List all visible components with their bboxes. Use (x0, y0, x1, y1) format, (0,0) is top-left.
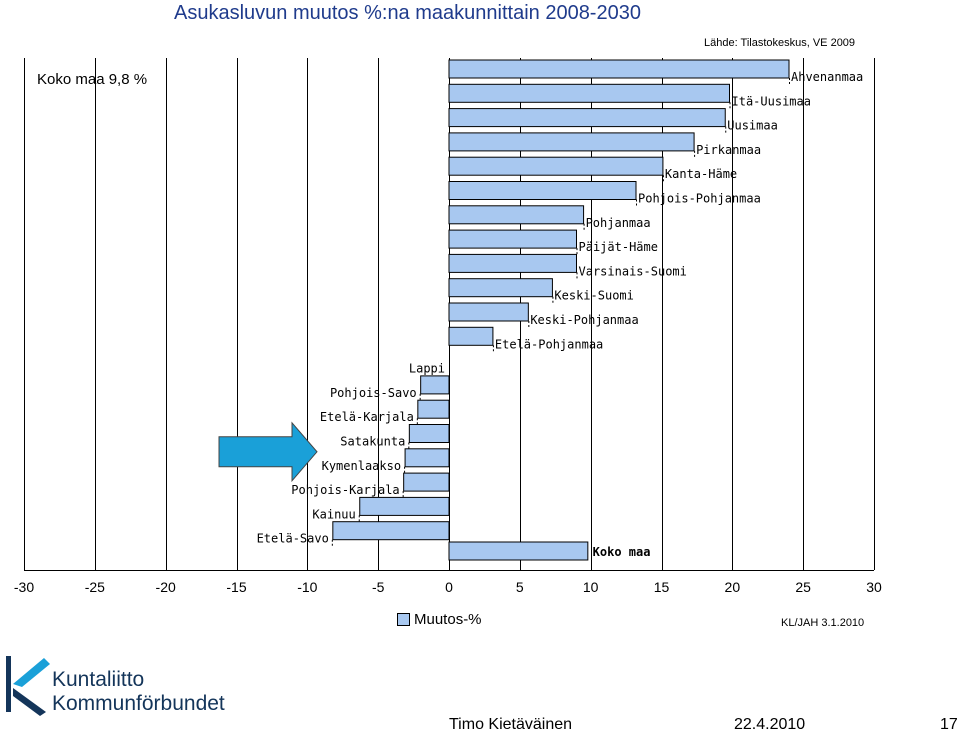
x-tick-label: 30 (866, 579, 882, 595)
bar (448, 59, 790, 79)
author-stamp: KL/JAH 3.1.2010 (781, 617, 865, 629)
bar-label: Etelä-Pohjanmaa (495, 337, 603, 351)
bar-label: Päijät-Häme (579, 240, 658, 254)
highlight-arrow (218, 421, 318, 483)
bar (448, 181, 637, 200)
total-bar-label: Koko maa (593, 545, 651, 559)
bar (448, 156, 664, 176)
legend: Muutos-% (397, 611, 482, 628)
bar (448, 83, 730, 103)
source-note: Lähde: Tilastokeskus, VE 2009 (704, 37, 856, 49)
bar-label: Kanta-Häme (665, 167, 737, 181)
x-tick-label: 10 (583, 579, 599, 595)
bar-label: Pohjois-Savo (330, 386, 417, 400)
bar (448, 278, 553, 298)
bar-label: Keski-Pohjanmaa (530, 313, 638, 327)
logo-text-sv: Kommunförbundet (52, 692, 225, 715)
x-tick-label: 15 (654, 579, 670, 595)
bar-label: Pirkanmaa (696, 143, 761, 157)
chart-title: Asukasluvun muutos %:na maakunnittain 20… (174, 2, 641, 24)
bar (332, 521, 450, 541)
bar (448, 205, 585, 225)
bar (448, 253, 577, 273)
logo-text-fi: Kuntaliitto (52, 668, 145, 691)
x-tick-label: 0 (445, 579, 453, 595)
x-tick-label: 5 (516, 579, 524, 595)
x-tick-label: -10 (297, 579, 317, 595)
kuntaliitto-logo-icon (6, 656, 50, 716)
bar (448, 326, 494, 346)
bar-label: Uusimaa (727, 119, 778, 133)
bar (404, 448, 450, 468)
bar (448, 108, 726, 128)
bar (420, 375, 450, 395)
bar-chart: -30 -25 -20 -15 -10 -5 0 5 10 15 20 25 30 Ahvenanmaa I… (14, 58, 882, 595)
bar-label: Pohjanmaa (586, 216, 651, 230)
bar-label: Kymenlaakso (322, 459, 401, 473)
x-tick-label: -5 (372, 579, 385, 595)
bar-label: Satakunta (340, 435, 405, 449)
bar (408, 424, 450, 443)
bar (417, 399, 450, 419)
x-tick-label: -30 (14, 579, 34, 595)
bar-label: Keski-Suomi (554, 289, 633, 303)
bar (359, 496, 450, 516)
footer-author: Timo Kietäväinen (449, 716, 573, 733)
bar (448, 229, 577, 249)
page-number: 17 (940, 716, 958, 733)
kuntaliitto-logo: Kuntaliitto Kommunförbundet (4, 654, 264, 716)
bar-label: Varsinais-Suomi (579, 264, 687, 278)
bar (403, 472, 450, 492)
bar-label: Etelä-Savo (257, 532, 329, 546)
x-tick-label: -25 (85, 579, 105, 595)
bar (448, 302, 529, 322)
bar-label: Ahvenanmaa (791, 70, 863, 84)
bar-label: Itä-Uusimaa (732, 94, 811, 108)
bar (448, 541, 589, 561)
koko-maa-note: Koko maa 9,8 % (37, 71, 148, 88)
legend-label: Muutos-% (414, 611, 482, 628)
x-tick-label: -15 (226, 579, 246, 595)
bar-label: Etelä-Karjala (320, 410, 414, 424)
legend-swatch (397, 613, 410, 626)
bar-label: Pohjois-Pohjanmaa (638, 192, 761, 206)
x-tick-label: 25 (795, 579, 811, 595)
footer-date: 22.4.2010 (734, 716, 806, 733)
x-tick-label: -20 (156, 579, 176, 595)
bar-label: Pohjois-Karjala (291, 483, 399, 497)
x-tick-label: 20 (725, 579, 741, 595)
bar-label: Kainuu (312, 507, 355, 521)
bar-label: Lappi (409, 362, 445, 376)
bar (448, 132, 695, 152)
